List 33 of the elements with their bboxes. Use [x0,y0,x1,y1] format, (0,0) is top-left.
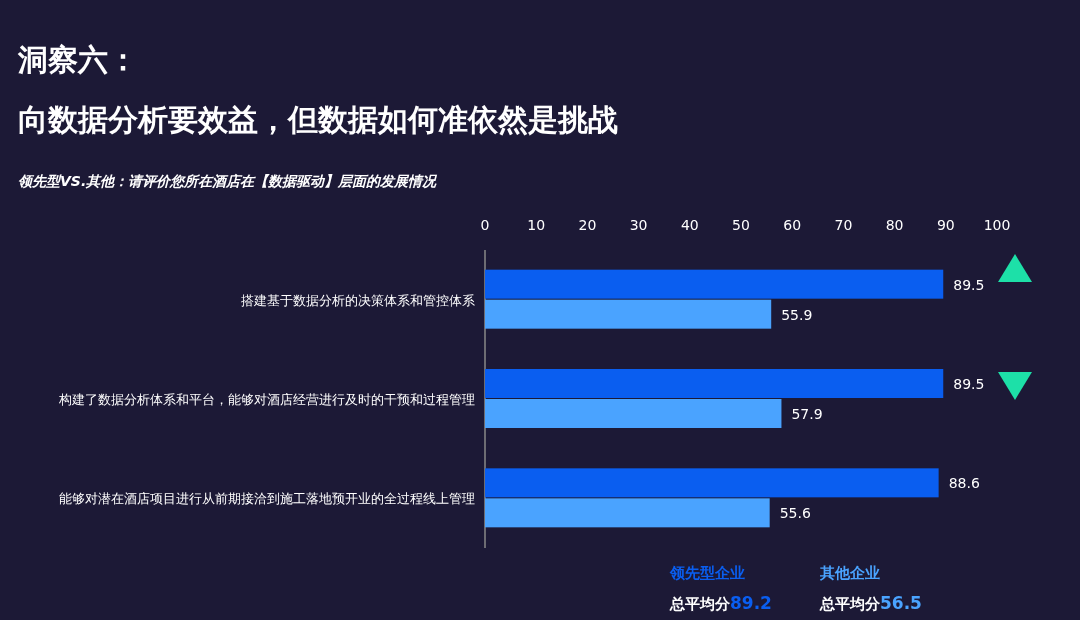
y-tick-label: 搭建基于数据分析的决策体系和管控体系 [241,292,475,308]
data-label: 55.6 [779,505,811,522]
chart-subtitle: 向数据分析要效益，但数据如何准依然是挑战 [18,102,618,137]
bar [485,269,944,299]
text: 其他企业 [819,564,880,582]
data-label: 89.5 [953,376,985,392]
bar [485,399,782,428]
bar [485,468,939,498]
x-tick-label: 80 [885,217,904,233]
x-tick-label: 90 [936,217,955,233]
data-label: 88.6 [948,475,980,492]
bar [485,369,944,398]
x-tick-label: 40 [680,217,699,233]
text: 领先型企业 [669,564,745,582]
x-tick-label: 0 [480,217,490,233]
text: 总平均分56.5 [819,593,922,613]
bar [485,299,772,329]
x-tick-label: 10 [527,217,546,233]
x-tick-label: 100 [983,217,1011,233]
x-tick-label: 60 [783,217,802,233]
text: 洞察六： [17,42,138,77]
x-tick-label: 30 [629,217,648,233]
y-tick-label: 能够对潜在酒店项目进行从前期接洽到施工落地预开业的全过程线上管理 [59,491,475,507]
y-tick-label: 构建了数据分析体系和平台，能够对酒店经营进行及时的干预和过程管理 [58,392,475,407]
text: 总平均分89.2 [669,593,772,613]
bar [485,498,770,528]
text: 领先型VS.其他：请评价您所在酒店在【数据驱动】层面的发展情况 [18,173,439,189]
x-tick-label: 70 [834,217,853,233]
x-tick-label: 20 [578,217,597,233]
data-label: 55.9 [781,306,813,323]
data-label: 89.5 [953,276,985,293]
data-label: 57.9 [791,406,823,422]
x-tick-label: 50 [732,217,750,233]
